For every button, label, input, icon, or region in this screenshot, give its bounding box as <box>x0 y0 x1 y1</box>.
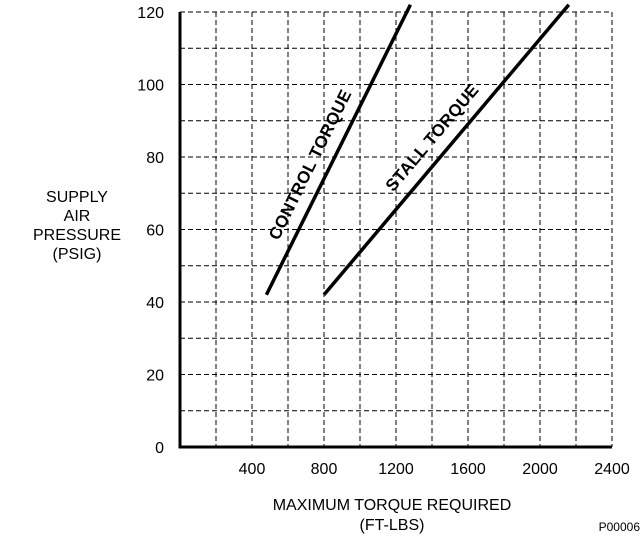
y-tick-label: 20 <box>146 368 164 385</box>
x-tick-label: 1200 <box>378 461 414 478</box>
y-tick-label: 80 <box>146 150 164 167</box>
y-tick-label: 100 <box>137 78 164 95</box>
y-axis-title-line-2: AIR <box>64 208 91 225</box>
y-tick-label: 0 <box>155 440 164 457</box>
figure-id-label: P00006 <box>599 520 640 534</box>
y-axis-title-line-3: PRESSURE <box>33 227 121 244</box>
x-axis-title: MAXIMUM TORQUE REQUIRED <box>273 497 512 514</box>
x-tick-label: 800 <box>311 461 338 478</box>
y-tick-label: 40 <box>146 295 164 312</box>
series-line-0 <box>264 3 412 296</box>
series-label-1: STALL TORQUE <box>382 81 483 196</box>
y-axis-title-line-4: (PSIG) <box>53 246 102 263</box>
axes <box>178 12 612 449</box>
y-axis-title: SUPPLY AIR PRESSURE (PSIG) <box>33 189 121 263</box>
tick-labels: 400 800 1200 1600 2000 2400 0 20 40 60 80 100 120 <box>137 5 630 478</box>
y-tick-label: 120 <box>137 5 164 22</box>
y-tick-label: 60 <box>146 223 164 240</box>
grid <box>180 11 613 447</box>
x-tick-label: 2000 <box>522 461 558 478</box>
series-label-0: CONTROL TORQUE <box>265 87 355 243</box>
y-axis-title-line-1: SUPPLY <box>46 189 108 206</box>
x-tick-label: 2400 <box>594 461 630 478</box>
x-tick-label: 1600 <box>450 461 486 478</box>
x-axis-units: (FT-LBS) <box>360 517 425 534</box>
series-line-1 <box>322 3 571 296</box>
x-tick-label: 400 <box>239 461 266 478</box>
